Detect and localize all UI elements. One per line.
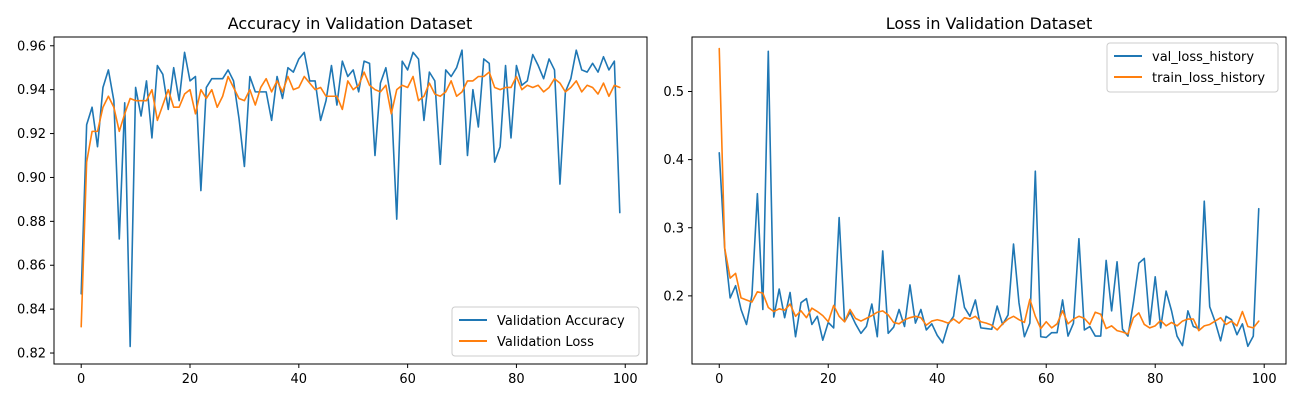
x-tick-label: 80 [1147, 372, 1164, 387]
legend-box [1106, 42, 1279, 93]
legend-label: train_loss_history [1152, 71, 1265, 86]
axis-ticks: 0 20 40 60 80 100 0.2 0.3 0.4 0.5 [663, 85, 1276, 387]
y-tick-label: 0.90 [17, 171, 46, 186]
y-tick-label: 0.82 [17, 347, 46, 362]
y-tick-label: 0.2 [663, 289, 684, 304]
axes-frame [53, 36, 648, 365]
axis-ticks: 0 20 40 60 80 100 0.82 0.84 0.86 0.88 0.90 0.92 0.94… [17, 39, 638, 387]
legend: Validation Accuracy Validation Loss [451, 306, 640, 357]
accuracy-chart: Accuracy in Validation Dataset 0 20 40 60 80… [17, 14, 648, 387]
x-tick-label: 20 [182, 372, 199, 387]
series-lines [80, 49, 621, 348]
chart-title: Accuracy in Validation Dataset [228, 14, 473, 33]
x-tick-label: 100 [1252, 372, 1277, 387]
series-lines [718, 47, 1260, 348]
x-tick-label: 0 [77, 372, 85, 387]
x-tick-label: 80 [508, 372, 525, 387]
y-tick-label: 0.5 [663, 85, 684, 100]
y-tick-label: 0.84 [17, 303, 46, 318]
y-tick-label: 0.88 [17, 215, 46, 230]
y-tick-label: 0.86 [17, 259, 46, 274]
axes-frame [691, 36, 1287, 365]
y-tick-label: 0.96 [17, 39, 46, 54]
x-tick-label: 60 [1038, 372, 1055, 387]
series-line-train-loss-history [718, 47, 1260, 335]
loss-chart: Loss in Validation Dataset 0 20 40 60 80 1000… [663, 14, 1287, 387]
x-tick-label: 60 [399, 372, 416, 387]
y-tick-label: 0.3 [663, 221, 684, 236]
y-tick-label: 0.94 [17, 83, 46, 98]
legend: val_loss_history train_loss_history [1106, 42, 1279, 93]
legend-label: Validation Accuracy [497, 314, 625, 329]
x-tick-label: 0 [715, 372, 723, 387]
x-tick-label: 100 [613, 372, 638, 387]
series-line-validation-accuracy [80, 49, 621, 348]
legend-label: Validation Loss [497, 335, 594, 350]
x-tick-label: 40 [929, 372, 946, 387]
legend-box [451, 306, 640, 357]
legend-label: val_loss_history [1152, 50, 1254, 65]
x-tick-label: 20 [820, 372, 837, 387]
y-tick-label: 0.92 [17, 127, 46, 142]
x-tick-label: 40 [291, 372, 308, 387]
chart-title: Loss in Validation Dataset [886, 14, 1093, 33]
series-line-validation-loss [80, 71, 621, 328]
y-tick-label: 0.4 [663, 153, 684, 168]
